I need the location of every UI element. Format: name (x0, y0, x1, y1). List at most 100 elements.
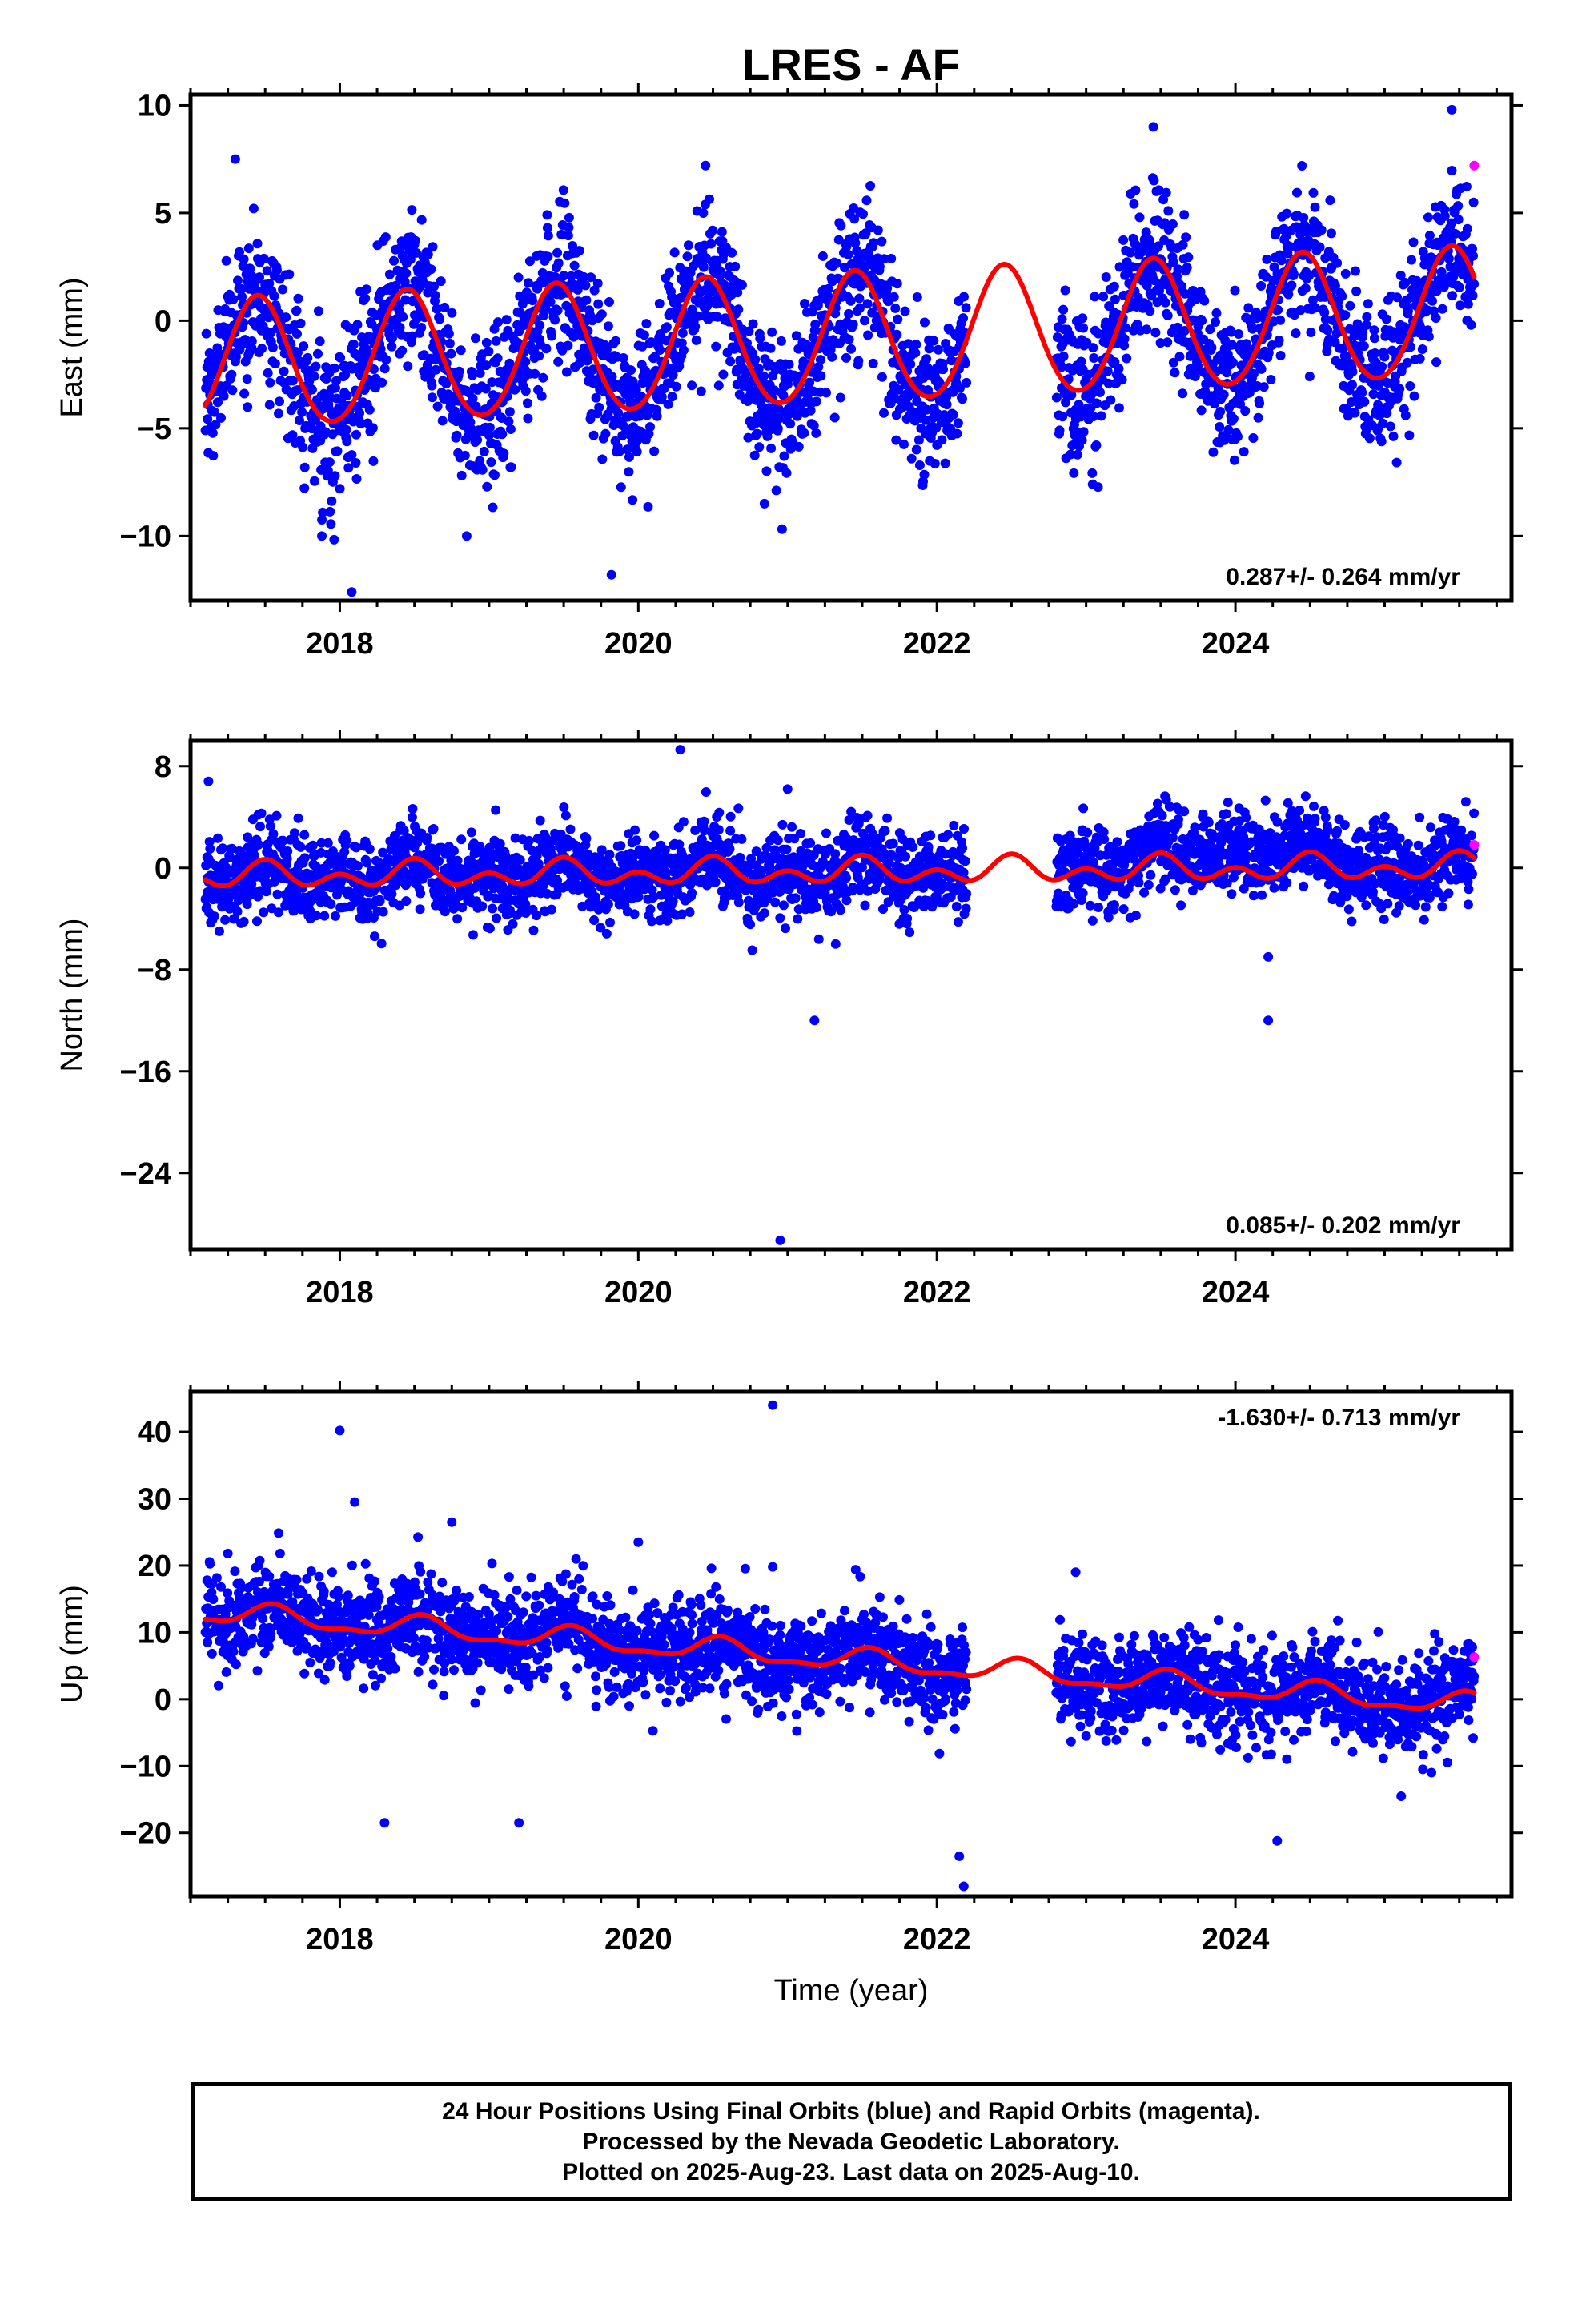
data-point (1455, 300, 1465, 311)
data-point (429, 281, 439, 292)
data-point (351, 842, 361, 853)
data-point (921, 354, 932, 364)
data-point (632, 447, 642, 457)
data-point (649, 830, 660, 841)
data-point (1453, 215, 1464, 225)
data-point (423, 249, 433, 259)
data-point (412, 313, 423, 324)
data-point (854, 303, 865, 313)
data-point (355, 419, 366, 429)
data-point (239, 254, 249, 264)
data-point (1211, 317, 1220, 327)
data-point (626, 365, 636, 376)
data-point (468, 370, 477, 380)
data-point (355, 408, 365, 418)
data-point (1308, 187, 1319, 198)
data-point (603, 899, 613, 909)
data-point (415, 904, 425, 915)
data-point (1142, 280, 1152, 291)
data-point (685, 907, 695, 917)
data-point (1391, 457, 1402, 468)
data-point (378, 907, 388, 917)
data-point (547, 331, 556, 341)
data-point (592, 278, 603, 288)
data-point (761, 466, 772, 476)
data-point (564, 223, 574, 233)
data-point (874, 262, 885, 271)
data-point (1262, 254, 1272, 264)
data-point (364, 844, 375, 854)
data-point (568, 241, 577, 251)
data-point (504, 407, 515, 417)
data-point (1117, 375, 1127, 385)
data-point (1058, 304, 1069, 315)
data-point (381, 355, 391, 365)
data-point (299, 462, 310, 472)
data-point (274, 907, 283, 918)
data-point (687, 304, 697, 315)
data-point (1308, 295, 1318, 305)
data-point (492, 913, 502, 923)
data-point (391, 280, 401, 291)
data-point (1162, 311, 1173, 320)
data-point (668, 896, 678, 907)
data-point (588, 364, 599, 375)
data-point (262, 266, 272, 276)
data-point (581, 295, 592, 305)
data-point (309, 476, 319, 486)
data-point (1088, 412, 1098, 421)
data-point (833, 235, 844, 245)
data-point (591, 392, 601, 403)
data-point (201, 328, 211, 339)
data-point (352, 320, 363, 330)
data-point (776, 336, 786, 346)
data-point (431, 364, 441, 375)
data-point (351, 458, 361, 468)
data-point (456, 470, 467, 480)
data-point (1468, 243, 1477, 254)
data-point (1345, 300, 1355, 311)
data-point (1162, 337, 1173, 348)
data-point (737, 279, 747, 290)
data-point (259, 907, 269, 918)
y-tick-label: −5 (137, 412, 171, 446)
data-point (547, 904, 556, 915)
data-point (1376, 436, 1387, 447)
data-point (401, 896, 412, 907)
data-point (773, 424, 783, 434)
data-point (1285, 242, 1295, 252)
data-point (1400, 410, 1411, 420)
data-point (1300, 283, 1311, 293)
data-point (1347, 380, 1357, 390)
data-point (271, 810, 282, 821)
data-point (710, 877, 721, 887)
data-point (911, 444, 921, 455)
data-point (360, 293, 371, 304)
data-point (899, 439, 909, 449)
data-point (942, 400, 952, 410)
data-point (862, 299, 873, 309)
data-point (1223, 424, 1234, 435)
data-point (267, 343, 278, 352)
data-point (914, 460, 925, 470)
data-point (758, 371, 769, 381)
data-point (568, 314, 578, 324)
data-point (1276, 255, 1287, 266)
data-point (645, 904, 656, 915)
data-point (744, 326, 754, 336)
data-point (650, 352, 661, 362)
data-point (475, 368, 485, 378)
data-point (958, 313, 968, 324)
data-point (1359, 396, 1370, 407)
data-point (311, 361, 321, 372)
data-point (1148, 122, 1158, 132)
data-point (1248, 433, 1259, 443)
data-point (293, 348, 303, 357)
data-point (569, 260, 580, 271)
data-point (520, 899, 531, 909)
data-point (456, 834, 467, 845)
data-point (481, 360, 492, 371)
data-point (471, 333, 480, 344)
data-point (501, 315, 512, 325)
data-point (1447, 291, 1457, 301)
